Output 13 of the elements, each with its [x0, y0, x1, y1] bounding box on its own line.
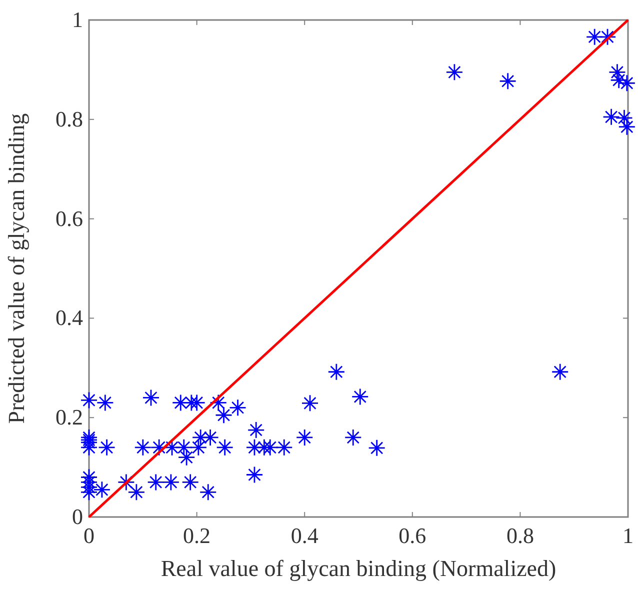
x-axis-title: Real value of glycan binding (Normalized): [160, 556, 556, 581]
x-tick-label: 0.6: [398, 523, 426, 548]
y-tick-label: 0.6: [56, 206, 83, 231]
y-tick-label: 0.8: [56, 106, 83, 132]
x-tick-label: 0.4: [290, 523, 318, 548]
x-tick-label: 0.8: [506, 523, 534, 548]
x-tick-label: 0.2: [183, 523, 211, 548]
y-tick-label: 0: [72, 504, 83, 529]
y-axis-title: Predicted value of glycan binding: [4, 112, 29, 424]
x-tick-label: 1: [622, 523, 634, 548]
y-tick-label: 0.4: [56, 305, 83, 330]
y-tick-label: 1: [72, 7, 83, 32]
y-tick-label: 0.2: [56, 404, 83, 430]
